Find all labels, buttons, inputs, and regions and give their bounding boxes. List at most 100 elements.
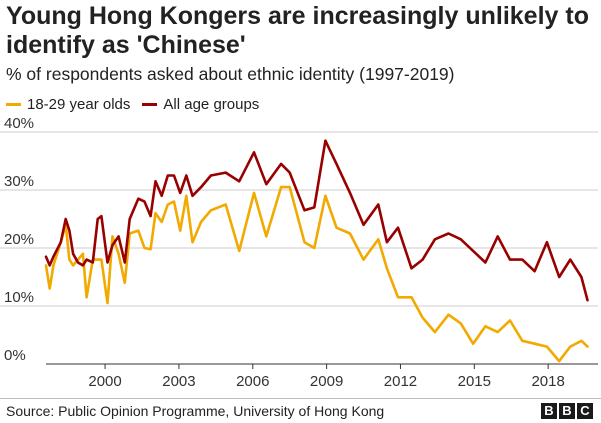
data-point-young <box>397 296 399 299</box>
data-point-all <box>546 241 548 244</box>
data-point-young <box>154 212 157 215</box>
data-point-all <box>288 171 291 174</box>
y-tick-label: 10% <box>4 289 34 306</box>
data-point-young <box>100 258 103 261</box>
chart-legend: 18-29 year olds All age groups <box>6 96 271 113</box>
data-point-all <box>91 261 94 264</box>
data-point-all <box>85 258 88 261</box>
data-point-all <box>200 186 202 189</box>
data-point-young <box>123 281 126 284</box>
data-point-young <box>253 192 255 194</box>
data-point-all <box>238 180 241 183</box>
data-point-all <box>459 238 462 241</box>
data-point-all <box>82 264 84 267</box>
series-line-young <box>44 185 589 363</box>
data-point-all <box>580 276 583 278</box>
data-point-young <box>459 322 462 325</box>
data-point-young <box>200 221 202 223</box>
data-point-all <box>434 238 436 241</box>
data-point-all <box>128 218 131 220</box>
data-point-all <box>265 183 268 186</box>
data-point-all <box>185 174 188 177</box>
data-point-young <box>137 229 140 232</box>
data-point-young <box>472 342 474 345</box>
bbc-logo: B B C <box>541 403 593 419</box>
data-point-young <box>324 194 327 197</box>
bbc-logo-letter: B <box>559 403 575 419</box>
data-point-young <box>335 226 338 229</box>
data-point-young <box>288 186 291 189</box>
data-point-young <box>82 252 84 255</box>
data-point-young <box>48 287 51 290</box>
source-note: Source: Public Opinion Programme, Univer… <box>6 403 385 419</box>
data-point-young <box>224 203 227 206</box>
data-point-all <box>117 235 120 238</box>
data-point-all <box>280 163 282 165</box>
data-point-all <box>569 258 572 261</box>
data-point-young <box>580 339 583 342</box>
data-point-all <box>100 215 103 218</box>
data-point-all <box>137 197 140 200</box>
legend-label-all: All age groups <box>163 96 260 113</box>
data-point-young <box>586 345 589 348</box>
data-point-young <box>191 241 194 244</box>
x-tick-label: 2006 <box>236 373 269 390</box>
data-point-young <box>68 258 71 261</box>
data-point-all <box>64 218 67 220</box>
legend-label-young: 18-29 year olds <box>27 96 131 113</box>
data-point-all <box>143 200 146 203</box>
data-point-young <box>179 229 182 232</box>
data-point-young <box>45 264 47 267</box>
data-point-young <box>166 203 169 206</box>
data-point-young <box>143 247 146 249</box>
data-point-young <box>447 313 450 316</box>
data-point-all <box>179 192 182 194</box>
data-point-all <box>52 255 55 258</box>
data-point-young <box>106 302 109 304</box>
data-point-all <box>324 139 327 142</box>
data-point-all <box>166 174 169 177</box>
data-point-young <box>377 238 380 241</box>
data-point-young <box>280 186 282 189</box>
bbc-logo-letter: C <box>577 403 593 419</box>
data-point-young <box>210 209 212 212</box>
data-point-young <box>509 319 511 322</box>
data-point-young <box>173 200 175 203</box>
data-point-young <box>521 339 524 342</box>
data-point-young <box>421 316 424 319</box>
data-point-young <box>410 296 413 299</box>
data-point-young <box>569 345 572 348</box>
data-point-young <box>238 250 241 252</box>
y-tick-label: 20% <box>4 231 34 248</box>
data-point-young <box>265 235 268 238</box>
bbc-logo-letter: B <box>541 403 557 419</box>
data-point-all <box>191 194 194 197</box>
data-point-young <box>85 296 88 299</box>
footer-divider <box>0 398 601 399</box>
data-point-all <box>77 261 79 264</box>
legend-swatch-young <box>6 103 21 106</box>
x-tick-label: 2018 <box>531 373 564 390</box>
y-tick-label: 40% <box>4 115 34 132</box>
data-point-young <box>160 221 163 223</box>
data-point-young <box>52 264 55 267</box>
legend-item-all: All age groups <box>142 96 259 113</box>
data-point-young <box>362 258 365 261</box>
data-point-all <box>521 258 524 261</box>
data-point-young <box>72 264 74 267</box>
line-chart: 0% 10% 20% 30% 40% 2000 2003 2006 2009 2012 2015 20… <box>0 115 598 390</box>
data-point-all <box>421 258 424 261</box>
y-tick-label: 30% <box>4 173 34 190</box>
data-point-young <box>313 247 316 249</box>
legend-swatch-all <box>142 103 158 106</box>
data-point-all <box>160 194 163 197</box>
data-point-all <box>484 261 487 264</box>
data-point-all <box>48 264 51 267</box>
data-point-all <box>123 261 126 264</box>
data-point-all <box>210 174 212 177</box>
data-point-all <box>111 244 114 247</box>
data-point-all <box>558 276 561 278</box>
data-point-all <box>410 267 413 270</box>
chart-subtitle: % of respondents asked about ethnic iden… <box>6 64 455 84</box>
data-point-all <box>303 209 306 212</box>
